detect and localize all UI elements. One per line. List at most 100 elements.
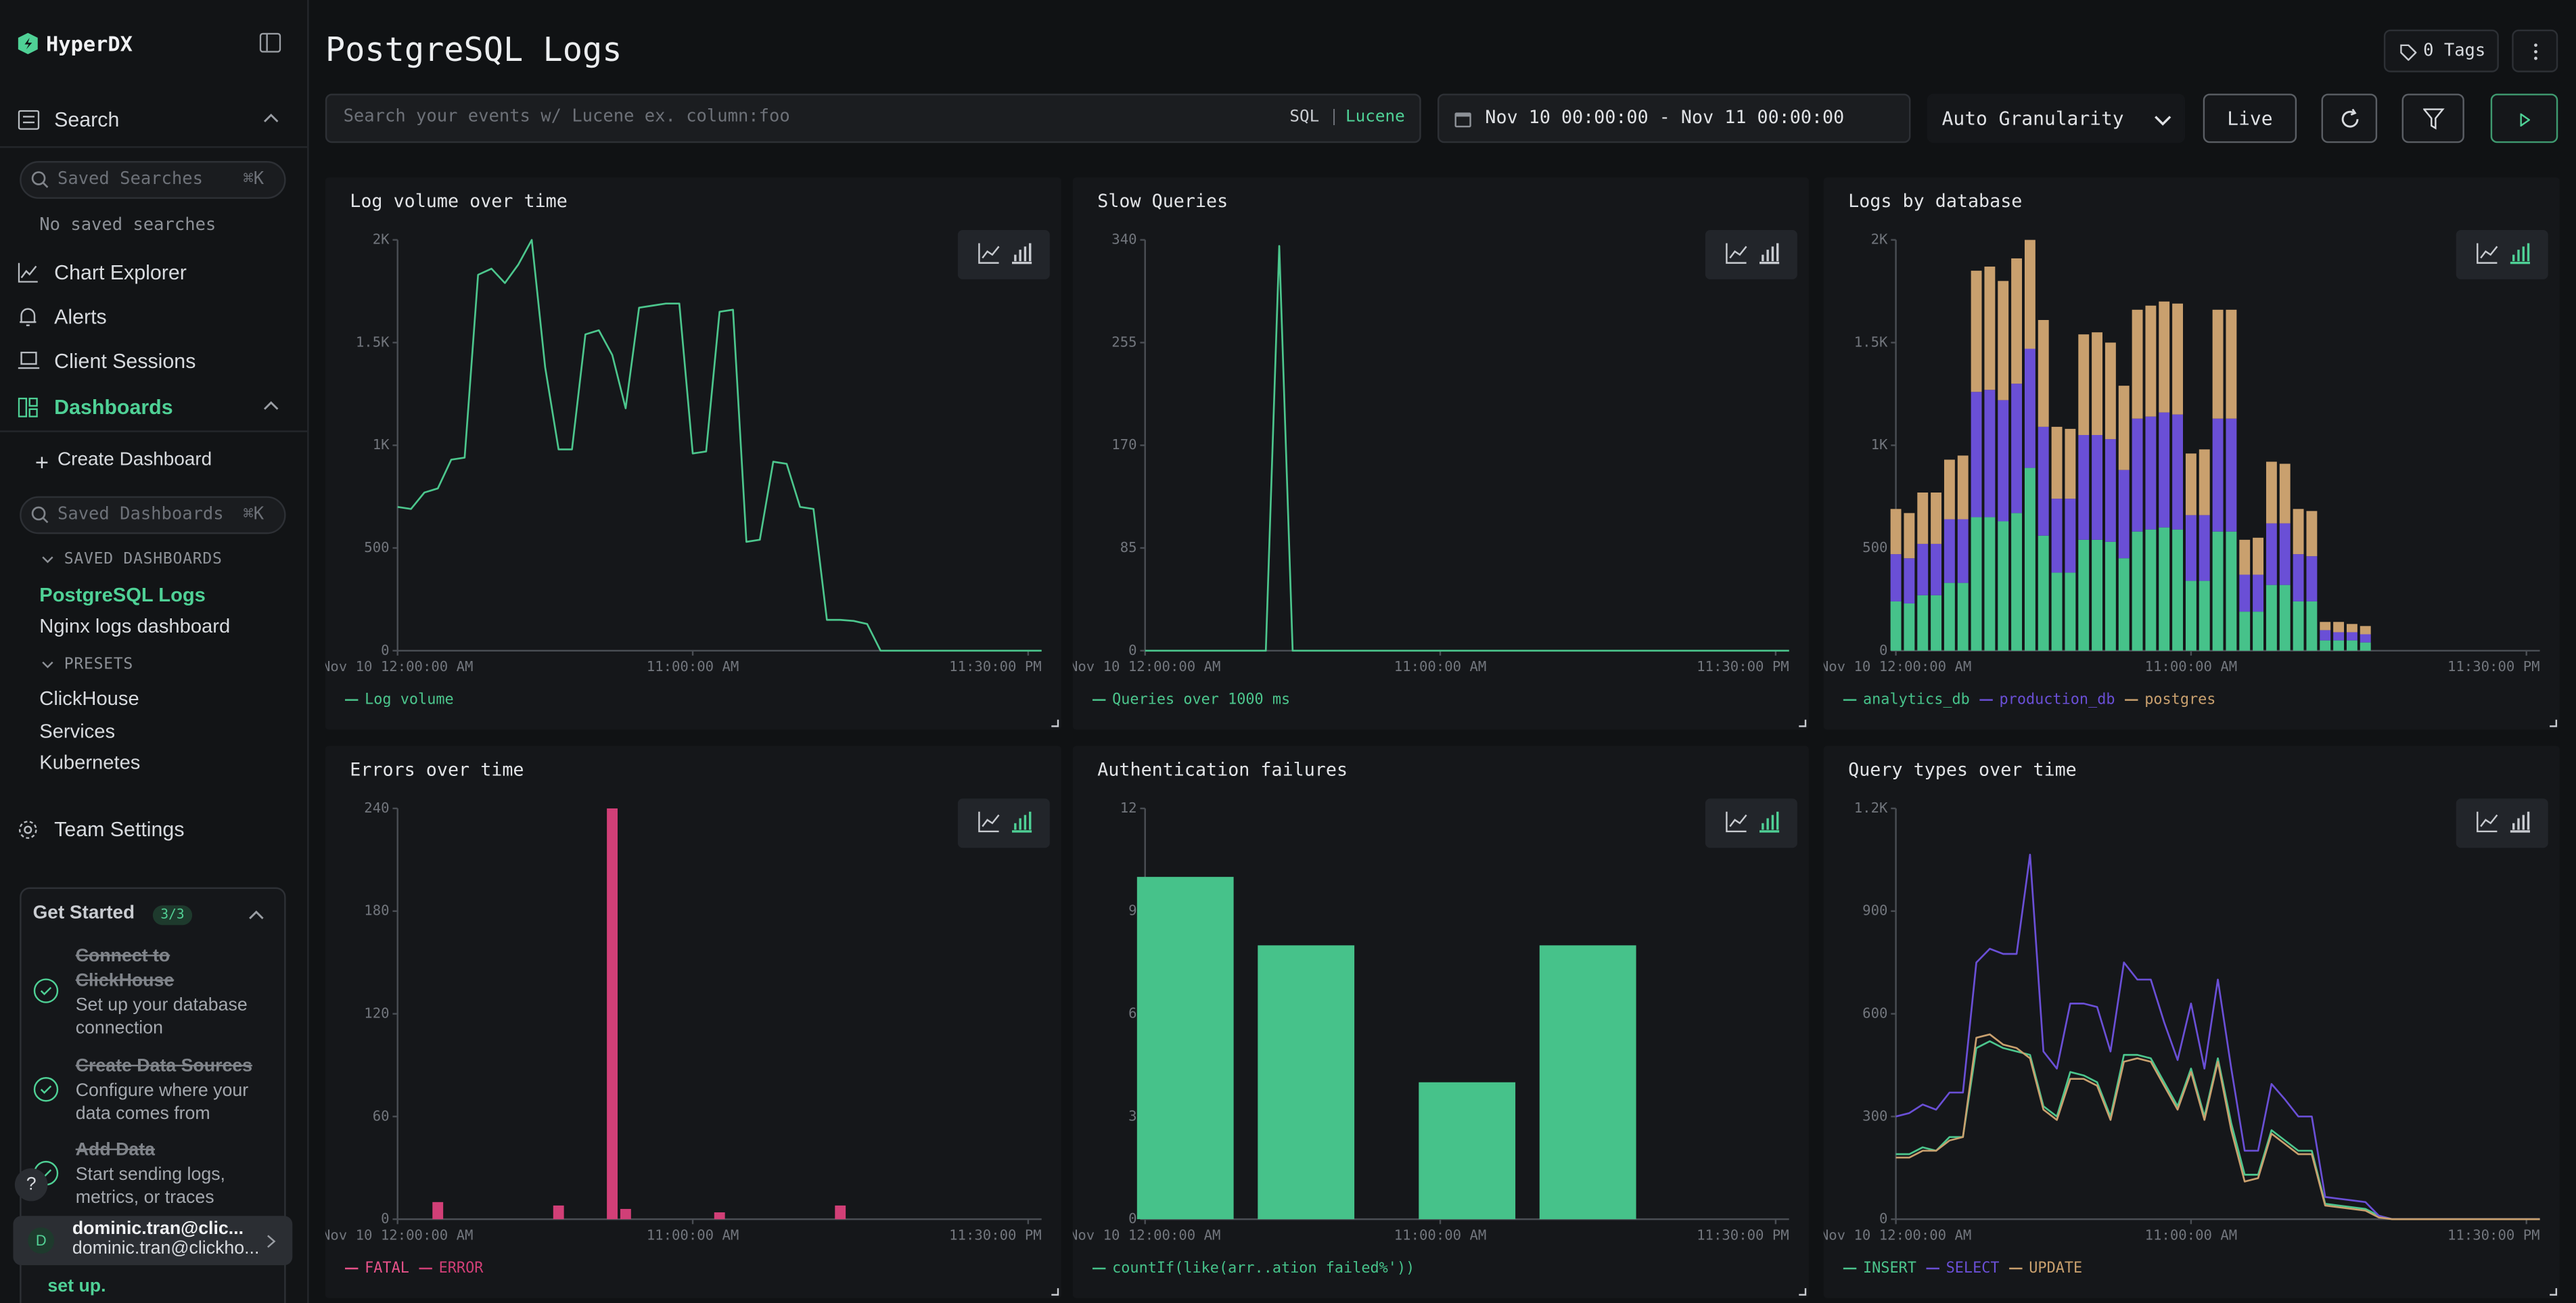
bar-chart-icon[interactable] xyxy=(1759,811,1780,833)
bar-chart-icon[interactable] xyxy=(1759,243,1780,265)
chevron[interactable] xyxy=(41,660,54,668)
bar xyxy=(2078,334,2090,436)
resize-handle[interactable] xyxy=(1799,1288,1807,1296)
resize-handle[interactable] xyxy=(1051,719,1059,727)
line-chart-icon[interactable] xyxy=(2477,243,2498,264)
nav-item[interactable]: Chart Explorer xyxy=(54,261,187,285)
x-tick-label: Nov 10 12:00:00 AM xyxy=(325,1227,474,1243)
y-tick-label: 85 xyxy=(1120,539,1137,555)
bar xyxy=(553,1205,564,1220)
preset-link[interactable]: Services xyxy=(39,719,116,743)
saved-searches-input[interactable]: Saved Searches ⌘K xyxy=(20,161,286,199)
y-tick-label: 0 xyxy=(1879,1210,1887,1227)
chevron[interactable] xyxy=(248,910,264,921)
bar xyxy=(2172,303,2184,415)
bar xyxy=(1890,554,1902,601)
bar xyxy=(2279,463,2291,524)
separator: | xyxy=(1329,108,1339,127)
collapse-sidebar[interactable] xyxy=(259,32,281,53)
line-chart-icon[interactable] xyxy=(1726,811,1747,833)
resize-handle[interactable] xyxy=(1799,719,1807,727)
help-button[interactable]: ? xyxy=(14,1168,48,1202)
saved-dashboards-input[interactable]: Saved Dashboards ⌘K xyxy=(20,496,286,534)
refresh-button[interactable] xyxy=(2321,93,2378,143)
dots-icon xyxy=(2534,43,2537,60)
lucene-toggle[interactable]: Lucene xyxy=(1345,108,1405,127)
toggle-box[interactable] xyxy=(957,230,1050,279)
chevron[interactable] xyxy=(41,555,54,564)
chevron xyxy=(267,1235,276,1248)
x-tick-label: 11:30:00 PM xyxy=(949,658,1042,675)
toggle-box[interactable] xyxy=(1705,798,1797,848)
dashboard-link[interactable]: PostgreSQL Logs xyxy=(39,583,206,607)
resize-handle[interactable] xyxy=(1051,1288,1059,1296)
bar xyxy=(2279,523,2291,585)
chart-title: Slow Queries xyxy=(1097,191,1228,212)
bar-chart-icon[interactable] xyxy=(2510,811,2530,833)
nav-item[interactable]: Client Sessions xyxy=(54,350,196,373)
user-menu[interactable]: D dominic.tran@clic... dominic.tran@clic… xyxy=(13,1216,293,1266)
granularity-select[interactable]: Auto Granularity xyxy=(1927,93,2185,143)
bar-chart-icon[interactable] xyxy=(2510,243,2530,265)
bar-chart-icon[interactable] xyxy=(1011,243,1032,265)
brand-logo xyxy=(18,32,38,55)
tags-button[interactable]: 0 Tags xyxy=(2383,29,2499,72)
preset-link[interactable]: Kubernetes xyxy=(39,750,141,774)
nav-search[interactable]: Search xyxy=(54,108,120,132)
line-chart-icon[interactable] xyxy=(1726,243,1747,264)
bar xyxy=(2104,342,2116,440)
live-button[interactable]: Live xyxy=(2203,93,2297,143)
laptop-icon xyxy=(18,351,40,369)
x-tick-label: 11:30:00 PM xyxy=(1697,658,1789,675)
create-dashboard[interactable]: Create Dashboard xyxy=(57,450,212,470)
resize-handle[interactable] xyxy=(2550,719,2558,727)
bar xyxy=(2011,384,2023,513)
y-tick-label: 340 xyxy=(1111,231,1136,248)
search-glyph xyxy=(31,506,49,524)
preset-link[interactable]: ClickHouse xyxy=(39,687,139,710)
legend-label: Log volume xyxy=(365,691,454,708)
user-name: dominic.tran@clic... xyxy=(72,1219,244,1239)
resize-handle[interactable] xyxy=(2550,1288,2558,1296)
bar xyxy=(1917,493,1929,544)
team-settings[interactable]: Team Settings xyxy=(54,818,185,842)
bar xyxy=(2360,642,2371,651)
toggle-box[interactable] xyxy=(2456,798,2548,848)
dashboard-link[interactable]: Nginx logs dashboard xyxy=(39,614,231,638)
avatar: D xyxy=(28,1227,55,1254)
chart: Query types over time 0 300 600 900 1.2K Nov 1… xyxy=(1824,760,2558,1296)
sql-toggle[interactable]: SQL xyxy=(1289,108,1320,127)
chart-type-toggle[interactable] xyxy=(1705,798,1797,848)
chart-type-toggle[interactable] xyxy=(2456,798,2548,848)
search-icon xyxy=(18,110,40,130)
x-tick-label: 11:30:00 PM xyxy=(2447,1227,2540,1243)
filter-button[interactable] xyxy=(2401,93,2464,143)
chevron[interactable] xyxy=(263,113,279,124)
line-chart-icon[interactable] xyxy=(2477,811,2498,833)
chevron[interactable] xyxy=(263,401,279,411)
bar xyxy=(2199,580,2210,651)
bar-chart-icon[interactable] xyxy=(1011,811,1032,833)
x-tick-label: 11:00:00 AM xyxy=(647,658,739,675)
chart-panel: Authentication failures 0 3 6 9 12 Nov 10 12:0… xyxy=(1072,746,1809,1298)
search-input[interactable]: Search your events w/ Lucene ex. column:… xyxy=(325,93,1421,143)
nav-dashboards[interactable]: Dashboards xyxy=(54,396,173,419)
toggle-box[interactable] xyxy=(1705,230,1797,279)
nav-item[interactable]: Alerts xyxy=(54,305,107,329)
chart-type-toggle[interactable] xyxy=(1705,230,1797,279)
bar xyxy=(2132,418,2143,532)
run-button[interactable] xyxy=(2490,93,2558,143)
bar xyxy=(1998,521,2009,651)
y-tick-label: 900 xyxy=(1862,902,1887,919)
line-chart-icon[interactable] xyxy=(978,243,1000,264)
more-button[interactable] xyxy=(2512,29,2558,72)
date-range-picker[interactable]: Nov 10 00:00:00 - Nov 11 00:00:00 xyxy=(1437,93,1911,143)
legend-label: production_db xyxy=(2000,691,2115,708)
toggle-box[interactable] xyxy=(2456,230,2548,279)
chart-type-toggle[interactable] xyxy=(957,230,1050,279)
chart: Errors over time 0 60 120 180 240 Nov 10 12:00… xyxy=(325,760,1059,1296)
chart-type-toggle[interactable] xyxy=(2456,230,2548,279)
line-chart-icon[interactable] xyxy=(978,811,1000,833)
chart-type-toggle[interactable] xyxy=(957,798,1050,848)
toggle-box[interactable] xyxy=(957,798,1050,848)
